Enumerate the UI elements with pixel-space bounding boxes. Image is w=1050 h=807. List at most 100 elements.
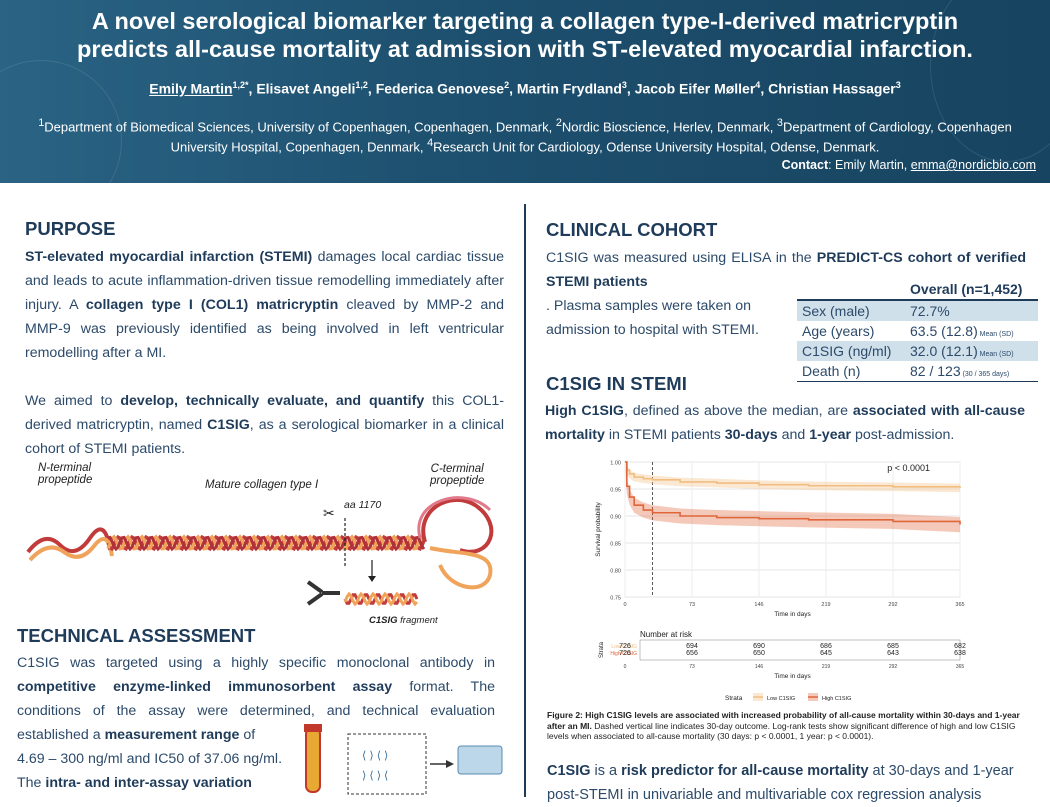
c-propeptide-strand	[421, 498, 494, 554]
fragment-strand	[343, 591, 419, 607]
risk-x-axis-label: Time in days	[774, 673, 811, 680]
contact-line: Contact: Emily Martin, emma@nordicbio.co…	[781, 158, 1036, 172]
cohort-table-row: Age (years) 63.5 (12.8) Mean (SD)	[797, 321, 1038, 341]
c-propeptide-strand	[429, 546, 493, 590]
n-terminal-label: N-terminal propeptide	[38, 462, 93, 486]
n-propeptide-strand	[26, 527, 112, 554]
contact-email-link[interactable]: emma@nordicbio.com	[910, 158, 1036, 172]
scissors-icon: ✂	[323, 505, 335, 521]
author-name: Federica Genovese	[375, 80, 505, 97]
purpose-heading: PURPOSE	[25, 218, 116, 239]
x-tick-label: 0	[623, 602, 626, 608]
mature-collagen-label: Mature collagen type I	[205, 479, 319, 491]
author-name: Elisavet Angeli	[256, 80, 356, 97]
cohort-row-label: Age (years)	[802, 323, 875, 339]
fragment-label: C1SIG fragment	[369, 615, 438, 626]
risk-count: 643	[887, 650, 899, 657]
elisa-illustration: ⟨ ⟩ ⟨ ⟩ ⟩ ⟨ ⟩ ⟨	[304, 724, 503, 795]
poster-header: A novel serological biomarker targeting …	[0, 0, 1050, 183]
risk-row-label: High C1SIG	[610, 651, 637, 657]
risk-table-title: Number at risk	[640, 630, 693, 639]
x-tick-label: 365	[955, 602, 964, 608]
y-tick-label: 0.90	[610, 515, 621, 521]
cohort-table-row: Sex (male) 72.7%	[797, 300, 1038, 321]
x-axis-label: Time in days	[774, 611, 811, 618]
cohort-row-label: Sex (male)	[797, 300, 906, 321]
confidence-band-low-c1sig	[625, 462, 960, 493]
cohort-paragraph-rest: . Plasma samples were taken on admission…	[546, 298, 759, 338]
technical-paragraph: C1SIG was targeted using a highly specif…	[17, 655, 495, 743]
risk-predictor-paragraph: C1SIG is a risk predictor for all-cause …	[547, 763, 1014, 779]
author-name: Emily Martin	[149, 80, 233, 97]
author-affiliation-marker: 1,2	[355, 80, 368, 90]
purpose-paragraph-1: ST-elevated myocardial infarction (STEMI…	[25, 249, 505, 361]
cohort-row-value: 72.7%	[905, 300, 1038, 321]
author-name: Jacob Eifer Møller	[634, 80, 756, 97]
cohort-table-header: Overall (n=1,452)	[905, 279, 1038, 301]
measurement-range-line: 4.69 – 300 ng/ml and IC50 of 37.06 ng/ml…	[17, 751, 283, 767]
affiliations: 1Department of Biomedical Sciences, Univ…	[38, 117, 1012, 155]
cohort-row-label: Death (n)	[802, 363, 861, 379]
column-divider	[524, 204, 526, 797]
legend-title: Strata	[725, 695, 743, 702]
risk-count: 685	[887, 643, 899, 650]
legend-label: High C1SIG	[822, 696, 851, 702]
purpose-paragraph-2: We aimed to develop, technically evaluat…	[25, 393, 504, 457]
cohort-row-note: Mean (SD)	[977, 351, 1014, 358]
y-tick-label: 1.00	[610, 461, 621, 467]
assay-variation-line: The intra- and inter-assay variation	[17, 775, 252, 791]
author-affiliation-marker: 1,2*	[232, 80, 249, 90]
risk-count: 694	[686, 643, 698, 650]
y-tick-label: 0.95	[610, 488, 621, 494]
antibody-glyph: ⟨ ⟩ ⟨ ⟩	[362, 750, 388, 762]
risk-x-tick-label: 0	[624, 664, 627, 670]
cohort-row-value: 32.0 (12.1) Mean (SD)	[905, 341, 1038, 361]
blood-tube-icon	[305, 727, 321, 793]
figure-2-caption: Figure 2: High C1SIG levels are associat…	[547, 710, 1020, 741]
risk-x-tick-label: 73	[689, 664, 695, 670]
cohort-table-row: C1SIG (ng/ml) 32.0 (12.1) Mean (SD)	[797, 341, 1038, 361]
cohort-paragraph-line1: C1SIG was measured using ELISA in the PR…	[546, 250, 1026, 290]
x-tick-label: 219	[821, 602, 830, 608]
cohort-row-label: C1SIG (ng/ml)	[797, 341, 906, 361]
risk-count: 726	[619, 650, 631, 657]
risk-strata-label: Strata	[599, 641, 605, 658]
risk-x-tick-label: 292	[889, 664, 898, 670]
cohort-table: Overall (n=1,452) Sex (male) 72.7% Age (ye…	[797, 279, 1038, 382]
antibody-icon	[306, 580, 340, 606]
author-affiliation-marker: 3	[895, 80, 901, 90]
risk-x-tick-label: 365	[956, 664, 965, 670]
risk-count: 726	[619, 643, 631, 650]
cohort-row-note: Mean (SD)	[977, 331, 1014, 338]
cohort-row-value: 63.5 (12.8) Mean (SD)	[910, 323, 1014, 339]
helix-strand	[107, 535, 426, 552]
author-name: Martin Frydland	[516, 80, 622, 97]
helix-strand	[106, 534, 426, 552]
collagen-diagram: ✂	[26, 496, 494, 607]
risk-count: 638	[954, 650, 966, 657]
c1sig-stemi-heading: C1SIG IN STEMI	[546, 373, 687, 394]
y-tick-label: 0.75	[610, 596, 621, 602]
y-tick-label: 0.85	[610, 542, 621, 548]
antibody-panel	[347, 733, 427, 795]
author-affiliation-marker: 4	[755, 80, 761, 90]
cohort-row-value: 82 / 123 (30 / 365 days)	[910, 363, 1010, 379]
cohort-table-row: Death (n) 82 / 123 (30 / 365 days)	[797, 361, 1038, 382]
survival-line-low-c1sig	[625, 461, 961, 488]
antibody-glyph: ⟩ ⟨ ⟩ ⟨	[362, 770, 388, 782]
blood-tube-cap	[304, 724, 322, 732]
author-affiliation-marker: 3	[621, 80, 627, 90]
survival-chart: 0.75 0.80 0.85 0.90 0.95 1.00 0 73 146 219 292 365 T…	[595, 461, 966, 703]
survival-line-high-c1sig	[625, 461, 961, 525]
risk-count: 682	[954, 643, 966, 650]
risk-row-label: Low C1SIG	[611, 644, 637, 650]
risk-x-tick-label: 146	[755, 664, 764, 670]
author-affiliation-marker: 2	[504, 80, 510, 90]
author-name: Christian Hassager	[768, 80, 896, 97]
risk-count: 690	[753, 643, 765, 650]
author-list: Emily Martin1,2*, Elisavet Angeli1,2, Fe…	[149, 80, 901, 97]
pvalue-label: p < 0.0001	[887, 463, 930, 473]
elisa-plate-icon	[457, 745, 503, 775]
cohort-heading: CLINICAL COHORT	[546, 219, 718, 240]
c-propeptide-strand	[417, 496, 492, 539]
